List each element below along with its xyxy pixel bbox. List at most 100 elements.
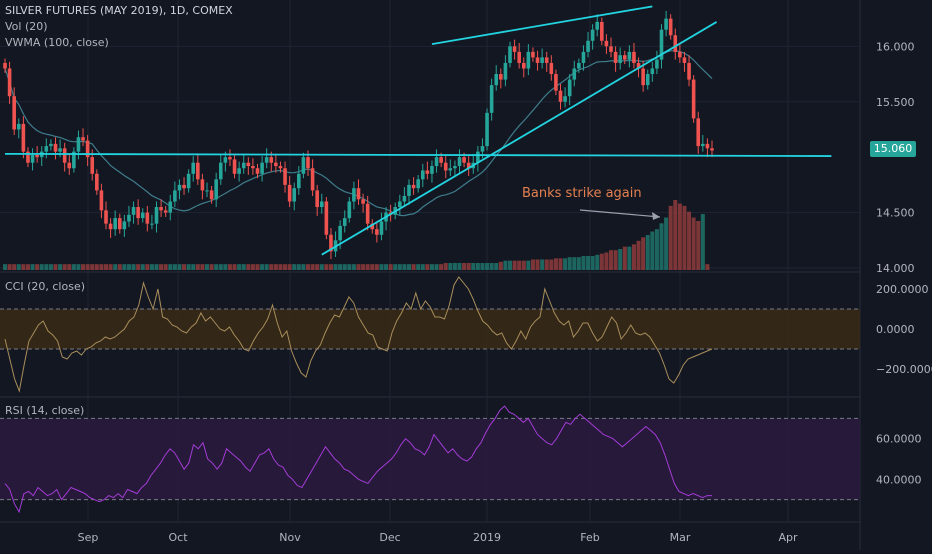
- candle[interactable]: [319, 193, 324, 214]
- candle[interactable]: [668, 14, 673, 40]
- candle[interactable]: [283, 161, 287, 193]
- candle[interactable]: [512, 39, 517, 60]
- candle[interactable]: [278, 161, 283, 173]
- rising-trendline[interactable]: [321, 21, 718, 256]
- candle[interactable]: [297, 166, 301, 195]
- candle[interactable]: [177, 179, 182, 200]
- candle[interactable]: [232, 154, 237, 179]
- candle[interactable]: [558, 84, 563, 110]
- candle[interactable]: [457, 149, 462, 173]
- candle[interactable]: [76, 130, 81, 160]
- candle[interactable]: [163, 205, 168, 218]
- candle[interactable]: [150, 214, 154, 230]
- candle[interactable]: [563, 87, 567, 108]
- candle[interactable]: [581, 45, 586, 71]
- candle[interactable]: [173, 181, 177, 208]
- candle[interactable]: [659, 24, 664, 69]
- candle[interactable]: [329, 228, 333, 260]
- candle[interactable]: [485, 108, 489, 151]
- candle[interactable]: [544, 51, 549, 72]
- candle[interactable]: [117, 213, 122, 234]
- candle[interactable]: [26, 147, 30, 168]
- candle[interactable]: [7, 61, 12, 104]
- candle[interactable]: [333, 231, 338, 257]
- candle[interactable]: [287, 176, 292, 208]
- candle[interactable]: [159, 199, 163, 218]
- candle[interactable]: [567, 74, 572, 106]
- candle[interactable]: [664, 10, 668, 37]
- candle[interactable]: [678, 43, 682, 63]
- candle[interactable]: [301, 152, 306, 179]
- candle[interactable]: [342, 210, 347, 233]
- candle[interactable]: [508, 41, 512, 68]
- upper-trendline[interactable]: [431, 5, 653, 46]
- candle[interactable]: [590, 24, 595, 50]
- candle[interactable]: [375, 222, 379, 243]
- candle[interactable]: [315, 184, 319, 216]
- candle[interactable]: [531, 47, 535, 62]
- candle[interactable]: [310, 159, 315, 196]
- candle[interactable]: [361, 193, 365, 213]
- candle[interactable]: [521, 57, 526, 78]
- candle[interactable]: [53, 137, 58, 160]
- candle[interactable]: [595, 14, 600, 37]
- candle[interactable]: [260, 156, 264, 182]
- candle[interactable]: [600, 17, 604, 46]
- candle[interactable]: [131, 201, 136, 224]
- candle[interactable]: [650, 61, 655, 82]
- candle[interactable]: [411, 177, 416, 195]
- candle[interactable]: [85, 135, 90, 167]
- candle[interactable]: [682, 51, 687, 72]
- candle[interactable]: [292, 182, 297, 211]
- candle[interactable]: [379, 212, 384, 241]
- candle[interactable]: [228, 149, 232, 167]
- candle[interactable]: [246, 157, 251, 175]
- candle[interactable]: [127, 205, 131, 227]
- candle[interactable]: [535, 50, 540, 71]
- candle[interactable]: [72, 147, 76, 173]
- candles[interactable]: [3, 10, 714, 260]
- candle[interactable]: [95, 169, 99, 195]
- candle[interactable]: [517, 43, 521, 69]
- candle[interactable]: [503, 55, 508, 87]
- trendlines[interactable]: [4, 5, 832, 256]
- candle[interactable]: [255, 163, 260, 179]
- candle[interactable]: [186, 169, 191, 193]
- candle[interactable]: [196, 153, 200, 185]
- candle[interactable]: [622, 50, 627, 65]
- candle[interactable]: [416, 174, 420, 193]
- candle[interactable]: [352, 181, 356, 210]
- candle[interactable]: [191, 156, 196, 182]
- candle[interactable]: [627, 45, 632, 68]
- candle[interactable]: [324, 197, 329, 240]
- candle[interactable]: [145, 205, 150, 232]
- candle[interactable]: [108, 218, 113, 239]
- candle[interactable]: [384, 207, 388, 231]
- candle[interactable]: [140, 208, 145, 223]
- candle[interactable]: [182, 177, 186, 195]
- candle[interactable]: [443, 156, 448, 179]
- candle[interactable]: [655, 50, 659, 75]
- candle[interactable]: [696, 111, 701, 154]
- candle[interactable]: [21, 116, 26, 159]
- candle[interactable]: [205, 182, 209, 198]
- candle[interactable]: [347, 197, 352, 223]
- candle[interactable]: [136, 199, 140, 225]
- candle[interactable]: [476, 146, 480, 172]
- candle[interactable]: [44, 138, 49, 159]
- candle[interactable]: [572, 60, 577, 87]
- candle[interactable]: [39, 146, 44, 167]
- candle[interactable]: [365, 195, 370, 231]
- candle[interactable]: [448, 159, 453, 177]
- candle[interactable]: [30, 148, 35, 171]
- candle[interactable]: [705, 138, 710, 158]
- candle[interactable]: [209, 185, 214, 204]
- candle[interactable]: [691, 75, 696, 123]
- candle[interactable]: [67, 154, 72, 175]
- candle[interactable]: [701, 135, 705, 152]
- candle[interactable]: [264, 148, 269, 169]
- candle[interactable]: [370, 219, 375, 234]
- candle[interactable]: [218, 153, 223, 185]
- candle[interactable]: [251, 158, 255, 175]
